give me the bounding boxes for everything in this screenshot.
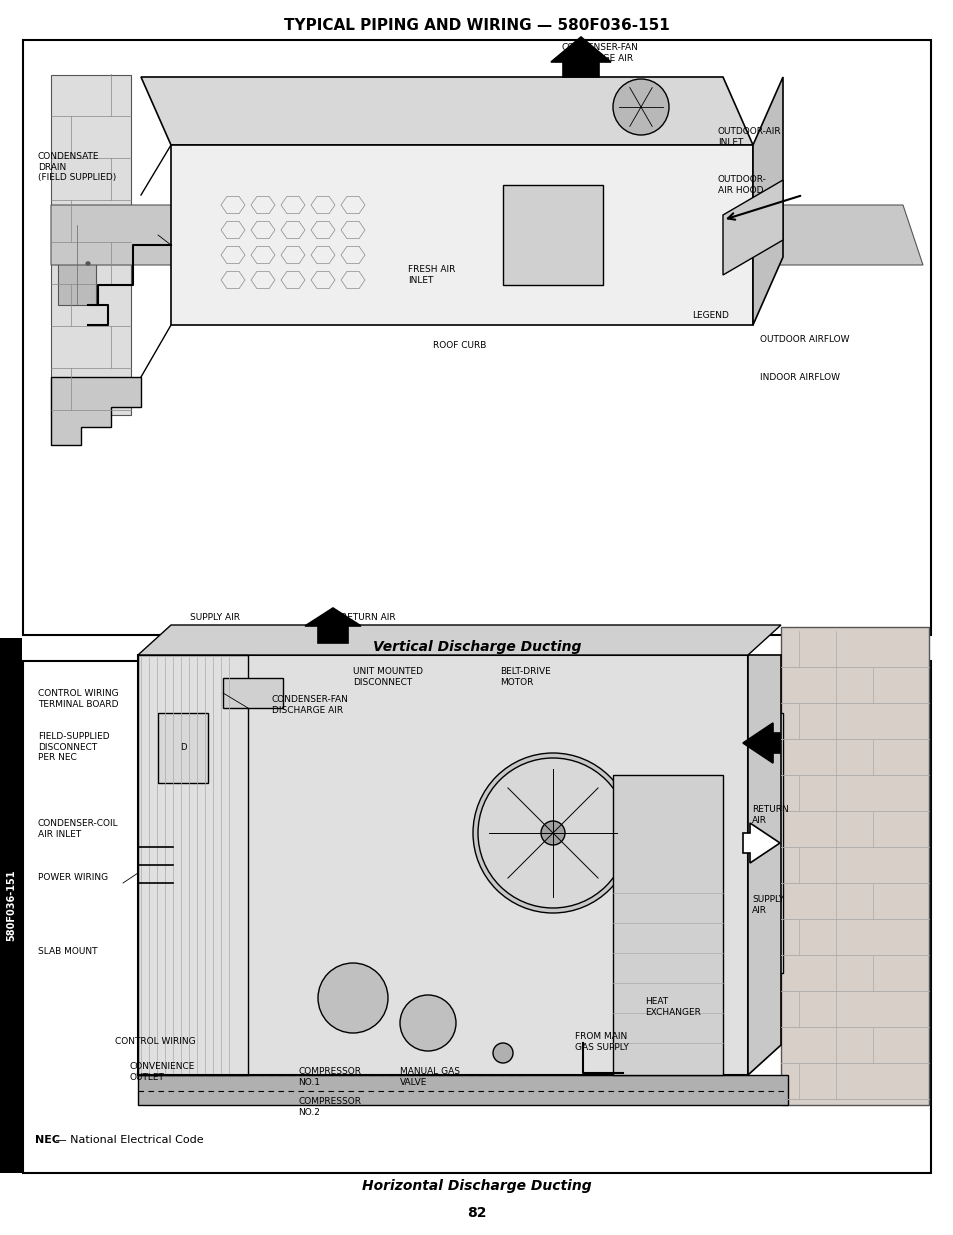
Bar [223, 678, 283, 708]
Bar [138, 1074, 787, 1105]
Bar [613, 776, 722, 1074]
Bar [502, 185, 602, 285]
Text: CONDENSER-FAN
DISCHARGE AIR: CONDENSER-FAN DISCHARGE AIR [272, 695, 348, 715]
Polygon shape [742, 823, 780, 863]
Text: LEGEND: LEGEND [691, 310, 728, 320]
Text: OUTDOOR-AIR
INLET: OUTDOOR-AIR INLET [718, 127, 781, 147]
Text: BELT-DRIVE
MOTOR: BELT-DRIVE MOTOR [499, 667, 550, 687]
Polygon shape [141, 77, 752, 144]
Polygon shape [51, 377, 141, 445]
Bar [158, 713, 208, 783]
Circle shape [399, 995, 456, 1051]
Text: CONDENSER-COIL
AIR INLET: CONDENSER-COIL AIR INLET [38, 819, 118, 839]
Text: RETURN
AIR: RETURN AIR [751, 805, 788, 825]
Text: ROOF CURB: ROOF CURB [433, 341, 486, 350]
Polygon shape [138, 625, 781, 655]
Text: COMPRESSOR
NO.1: COMPRESSOR NO.1 [298, 1067, 361, 1087]
Polygon shape [747, 655, 781, 1074]
Text: POWER WIRING: POWER WIRING [38, 872, 108, 882]
Text: SUPPLY
AIR: SUPPLY AIR [751, 895, 783, 915]
Text: CONDENSATE
DRAIN
(FIELD SUPPLIED): CONDENSATE DRAIN (FIELD SUPPLIED) [38, 152, 116, 182]
Polygon shape [551, 37, 610, 77]
Bar [742, 713, 782, 973]
Text: MANUAL GAS
VALVE: MANUAL GAS VALVE [399, 1067, 459, 1087]
Text: OUTDOOR AIRFLOW: OUTDOOR AIRFLOW [760, 336, 848, 345]
Text: FRESH AIR
INLET: FRESH AIR INLET [408, 266, 456, 285]
Polygon shape [305, 608, 360, 643]
Text: NEC: NEC [35, 1135, 60, 1145]
Polygon shape [752, 77, 782, 325]
Circle shape [540, 821, 564, 845]
Circle shape [317, 963, 388, 1032]
Text: FIELD-SUPPLIED
DISCONNECT
PER NEC: FIELD-SUPPLIED DISCONNECT PER NEC [38, 732, 110, 762]
Polygon shape [722, 180, 782, 275]
Text: SUPPLY AIR: SUPPLY AIR [190, 613, 240, 621]
Bar [23, 661, 930, 1173]
Bar [138, 655, 248, 1074]
Text: — National Electrical Code: — National Electrical Code [52, 1135, 203, 1145]
Text: SLAB MOUNT: SLAB MOUNT [38, 947, 97, 956]
Polygon shape [171, 144, 752, 325]
Polygon shape [51, 205, 923, 266]
Bar [138, 655, 747, 1074]
Text: COMPRESSOR
NO.2: COMPRESSOR NO.2 [298, 1098, 361, 1116]
Circle shape [493, 1044, 513, 1063]
Text: 580F036-151: 580F036-151 [6, 869, 16, 941]
Text: CONVENIENCE
OUTLET: CONVENIENCE OUTLET [130, 1062, 195, 1082]
Circle shape [477, 758, 627, 908]
Text: UNIT MOUNTED
DISCONNECT: UNIT MOUNTED DISCONNECT [353, 667, 422, 687]
Circle shape [473, 753, 633, 913]
Polygon shape [742, 722, 780, 763]
Text: FROM MAIN
GAS SUPPLY: FROM MAIN GAS SUPPLY [575, 1032, 628, 1052]
Text: Horizontal Discharge Ducting: Horizontal Discharge Ducting [362, 1179, 591, 1193]
Text: INDOOR AIRFLOW: INDOOR AIRFLOW [760, 373, 840, 382]
Text: OUTDOOR-
AIR HOOD: OUTDOOR- AIR HOOD [718, 175, 766, 195]
Text: D: D [179, 743, 186, 752]
Bar [23, 40, 930, 635]
Bar [51, 75, 131, 415]
Text: 82: 82 [467, 1207, 486, 1220]
Bar [781, 627, 928, 1105]
Circle shape [613, 79, 668, 135]
Bar [0, 638, 22, 1173]
Text: RETURN AIR: RETURN AIR [340, 613, 395, 621]
Text: TYPICAL PIPING AND WIRING — 580F036-151: TYPICAL PIPING AND WIRING — 580F036-151 [284, 17, 669, 32]
Text: CONDENSER-FAN
DISCHARGE AIR: CONDENSER-FAN DISCHARGE AIR [561, 43, 639, 63]
Text: CONTROL WIRING
TERMINAL BOARD: CONTROL WIRING TERMINAL BOARD [38, 689, 118, 709]
Bar [58, 225, 96, 305]
Text: Vertical Discharge Ducting: Vertical Discharge Ducting [373, 640, 580, 655]
Text: HEAT
EXCHANGER: HEAT EXCHANGER [644, 998, 700, 1016]
Text: CONTROL WIRING: CONTROL WIRING [115, 1037, 195, 1046]
